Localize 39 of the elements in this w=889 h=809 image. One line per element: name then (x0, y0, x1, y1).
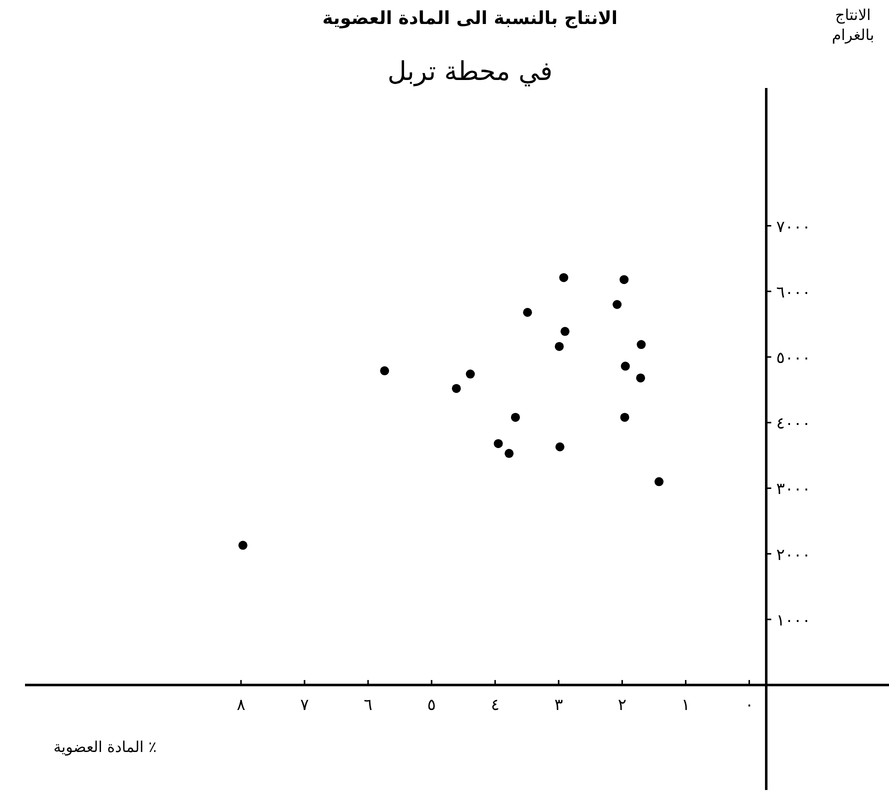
point (636, 340, 646, 350)
chart-title: الانتاج بالنسبة الى المادة العضوية (322, 8, 618, 29)
y-tick-label: ٢٠٠٠ (776, 544, 811, 564)
point (466, 370, 475, 379)
x-tick-label: ٤ (490, 695, 500, 714)
x-tick-label: ٧ (300, 695, 310, 714)
chart-subtitle: في محطة تربل (387, 57, 553, 87)
y-tick-label: ٣٠٠٠ (776, 479, 811, 498)
x-tick-label: ٨ (236, 695, 246, 714)
x-tick-label: ٦ (364, 695, 372, 714)
x-tick-label: ١ (681, 695, 690, 714)
point (452, 384, 461, 393)
point (494, 439, 503, 448)
y-axis-title: الانتاج بالغرام (832, 6, 874, 44)
point (380, 366, 390, 376)
y-tick-label: ٤٠٠٠ (776, 414, 811, 433)
y-tick-label: ٧٠٠٠ (776, 216, 811, 236)
x-axis-title: المادة العضوية ٪ (53, 738, 157, 756)
point (636, 373, 646, 382)
point (510, 412, 520, 422)
point (504, 448, 514, 458)
point (620, 362, 630, 371)
x-tick-label: ٣ (554, 695, 564, 714)
y-tick-label: ٥٠٠٠ (776, 348, 811, 367)
x-tick-label: ٥ (427, 695, 436, 714)
point (560, 326, 570, 336)
point (554, 342, 564, 351)
point (559, 273, 568, 282)
point (555, 442, 564, 452)
x-tick-label: ٢ (618, 695, 626, 714)
point (620, 275, 629, 284)
y-tick-label: ٦٠٠٠ (776, 282, 811, 302)
y-tick-label: ١٠٠٠ (776, 610, 811, 630)
point (612, 300, 622, 310)
point (238, 540, 248, 550)
point (620, 412, 630, 422)
point (654, 477, 664, 486)
point (523, 308, 532, 317)
x-tick-label: ٠ (744, 695, 754, 714)
